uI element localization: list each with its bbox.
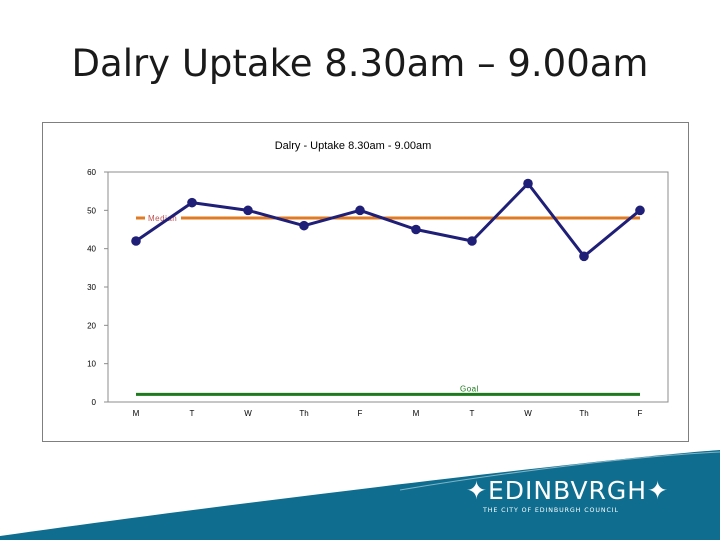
x-tick-label: T xyxy=(470,409,475,418)
y-tick-label: 50 xyxy=(87,206,96,215)
x-tick-label: F xyxy=(638,409,643,418)
goal-label: Goal xyxy=(460,384,479,393)
y-tick-label: 20 xyxy=(87,321,96,330)
x-axis: M T W Th F M T W Th F xyxy=(133,409,643,418)
x-tick-label: M xyxy=(413,409,420,418)
x-tick-label: F xyxy=(358,409,363,418)
median-label-bg xyxy=(145,212,181,223)
footer-swoosh xyxy=(0,450,720,540)
edinburgh-logo: ✦EDINBVRGH✦ THE CITY OF EDINBURGH COUNCI… xyxy=(466,476,668,515)
x-tick-label: W xyxy=(524,409,532,418)
y-tick-label: 30 xyxy=(87,283,96,292)
median-label: Median xyxy=(148,214,177,223)
x-tick-label: M xyxy=(133,409,140,418)
y-tick-label: 0 xyxy=(92,398,97,407)
data-point xyxy=(187,197,197,208)
y-tick-label: 40 xyxy=(87,245,96,254)
x-tick-label: Th xyxy=(299,409,308,418)
data-point xyxy=(635,205,645,216)
series-line xyxy=(135,182,641,258)
data-point xyxy=(579,251,589,262)
x-tick-label: Th xyxy=(579,409,588,418)
logo-star-left-icon: ✦ xyxy=(466,476,488,505)
data-point xyxy=(355,205,365,216)
logo-text: EDINBVRGH xyxy=(487,476,648,505)
x-tick-label: T xyxy=(190,409,195,418)
y-tick-label: 60 xyxy=(87,168,96,177)
slide-title: Dalry Uptake 8.30am – 9.00am xyxy=(71,42,649,85)
logo-star-right-icon: ✦ xyxy=(647,476,670,505)
reference-lines: Median Goal xyxy=(136,212,640,396)
y-axis: 0 10 20 30 40 50 60 xyxy=(87,168,108,407)
data-point xyxy=(131,236,141,246)
series-group xyxy=(131,178,645,262)
x-tick-label: W xyxy=(244,409,252,418)
y-tick-label: 10 xyxy=(87,360,96,369)
footer-wave-highlight xyxy=(399,451,720,491)
data-point xyxy=(299,220,309,231)
data-point xyxy=(243,205,253,216)
chart-frame: Dalry - Uptake 8.30am - 9.00am 0 10 20 30 40… xyxy=(42,122,689,442)
data-point xyxy=(411,224,421,235)
footer-wave xyxy=(0,450,720,540)
chart-svg: Dalry - Uptake 8.30am - 9.00am 0 10 20 30 40… xyxy=(87,140,669,418)
data-point xyxy=(467,236,477,246)
chart-title: Dalry - Uptake 8.30am - 9.00am xyxy=(275,140,432,152)
data-point xyxy=(523,178,533,189)
logo-subtext: THE CITY OF EDINBURGH COUNCIL xyxy=(483,507,619,514)
